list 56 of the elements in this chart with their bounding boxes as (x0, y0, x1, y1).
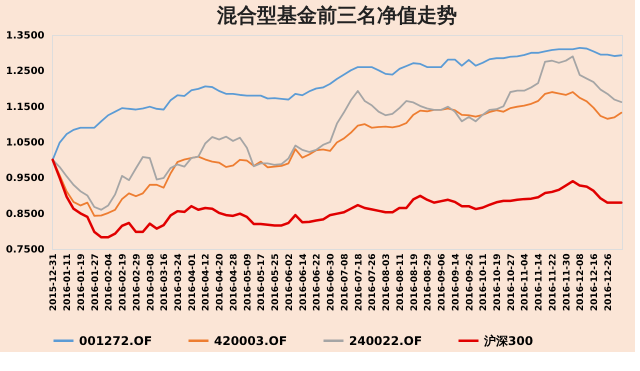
x-tick-label: 2016-01-27 (90, 254, 101, 312)
x-tick-label: 2016-09-14 (451, 254, 462, 312)
legend-label: 沪深300 (483, 334, 534, 348)
x-tick-label: 2016-01-19 (76, 254, 87, 312)
x-tick-label: 2016-05-09 (243, 254, 254, 312)
x-tick-label: 2016-09-26 (465, 254, 476, 312)
x-tick-label: 2016-06-22 (312, 254, 323, 312)
line-series (51, 158, 623, 238)
legend-label: 001272.OF (79, 334, 152, 348)
x-tick-label: 2016-08-19 (410, 254, 420, 312)
x-tick-label: 2016-06-14 (298, 254, 309, 312)
x-tick-label: 2016-05-25 (271, 254, 282, 312)
line-series (52, 46, 622, 161)
x-tick-label: 2016-05-17 (257, 254, 268, 312)
x-tick-label: 2016-07-18 (354, 254, 364, 312)
y-tick-label: 0.9500 (6, 173, 45, 184)
x-tick-label: 2016-03-24 (174, 254, 184, 312)
line-series (52, 56, 622, 211)
x-tick-label: 2016-11-14 (534, 254, 545, 312)
x-tick-label: 2016-06-02 (284, 254, 295, 312)
x-tick-label: 2016-09-06 (438, 254, 448, 312)
x-tick-label: 2016-03-08 (146, 254, 156, 312)
x-tick-label: 2016-07-26 (368, 254, 378, 312)
x-tick-label: 2016-12-26 (604, 254, 614, 312)
x-tick-label: 2016-08-03 (382, 254, 392, 312)
chart-title: 混合型基金前三名净值走势 (216, 3, 457, 27)
x-tick-label: 2016-03-16 (160, 254, 170, 312)
x-tick-label: 2015-12-31 (49, 254, 60, 312)
x-tick-label: 2016-04-12 (202, 254, 212, 312)
legend-label: 240022.OF (349, 334, 422, 348)
y-tick-label: 1.0500 (6, 138, 45, 148)
x-tick-label: 2016-08-11 (396, 254, 406, 312)
x-tick-label: 2016-08-29 (424, 254, 434, 312)
x-tick-label: 2016-01-11 (63, 254, 74, 312)
x-tick-label: 2016-02-29 (132, 254, 142, 312)
x-tick-label: 2016-10-11 (479, 254, 490, 312)
x-tick-label: 2016-04-28 (229, 254, 240, 312)
y-tick-label: 0.7500 (6, 244, 45, 256)
x-tick-label: 2016-10-27 (506, 254, 517, 312)
x-tick-label: 2016-04-20 (216, 254, 226, 312)
x-tick-label: 2016-12-08 (576, 254, 586, 312)
y-tick-label: 1.2500 (6, 66, 45, 78)
x-tick-label: 2016-11-04 (520, 254, 531, 312)
x-tick-label: 2016-11-30 (562, 254, 572, 312)
x-tick-label: 2016-06-30 (326, 254, 337, 312)
y-tick-label: 1.1500 (6, 102, 45, 113)
legend-label: 420003.OF (214, 334, 288, 348)
x-tick-label: 2016-02-04 (104, 254, 115, 312)
x-tick-label: 2016-12-16 (590, 254, 600, 312)
x-tick-label: 2016-04-01 (188, 254, 198, 312)
y-tick-label: 0.8500 (6, 208, 45, 220)
y-tick-label: 1.3500 (6, 30, 45, 42)
x-tick-label: 2016-10-19 (492, 254, 503, 312)
x-tick-label: 2016-07-08 (340, 254, 350, 312)
x-tick-label: 2016-02-19 (118, 254, 129, 312)
x-tick-label: 2016-11-22 (548, 254, 558, 312)
